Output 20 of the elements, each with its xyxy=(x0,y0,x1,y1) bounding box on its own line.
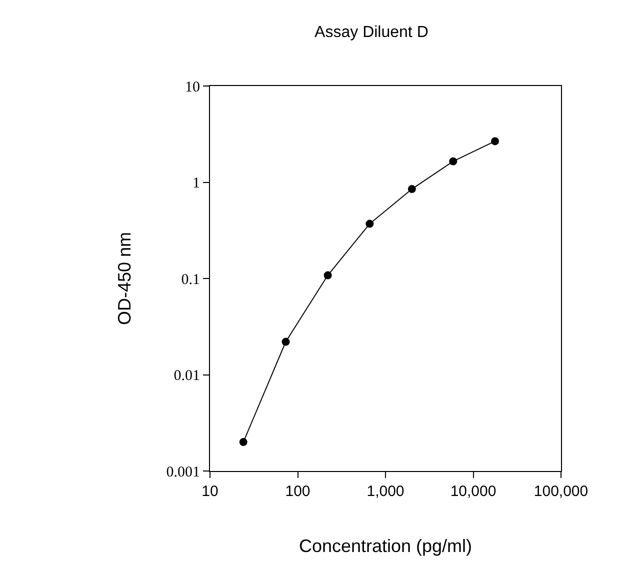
point xyxy=(491,137,500,146)
point xyxy=(282,338,290,346)
x-tick-label: 1,000 xyxy=(366,483,404,500)
point xyxy=(366,220,374,228)
point xyxy=(408,185,416,194)
y-tick-label: 1 xyxy=(192,176,200,192)
y-tick-label: 10 xyxy=(185,79,200,96)
x-axis-title: Concentration (pg/ml) xyxy=(298,536,472,556)
y-tick-label: 0.001 xyxy=(166,464,200,480)
x-tick-label: 10,000 xyxy=(450,483,496,500)
x-tick-label: 100,000 xyxy=(534,483,588,500)
x-tick-label: 10 xyxy=(202,483,218,500)
point xyxy=(239,438,248,446)
y-tick-label: 0.01 xyxy=(174,368,200,384)
point xyxy=(324,271,332,280)
point xyxy=(449,157,458,166)
x-tick-label: 100 xyxy=(285,483,310,500)
y-tick-label: 0.1 xyxy=(181,272,200,288)
y-axis-title: OD-450 nm xyxy=(114,232,134,326)
chart-title: Assay Diluent D xyxy=(314,24,428,41)
